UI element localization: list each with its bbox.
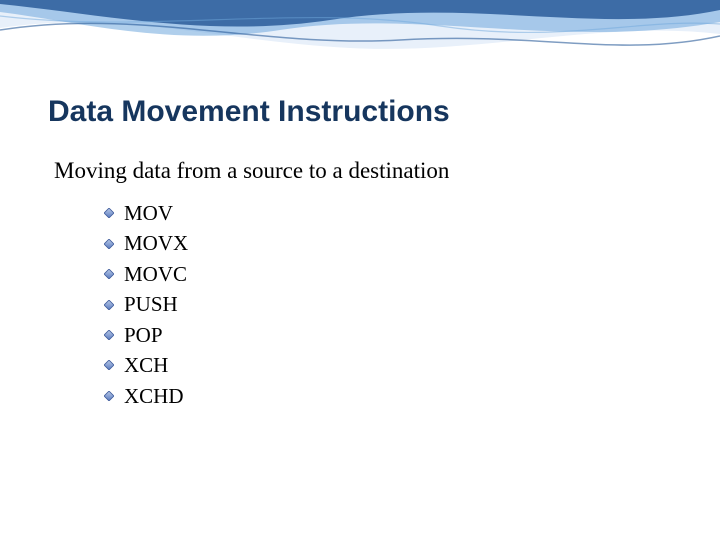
slide-content: Data Movement Instructions Moving data f… — [48, 95, 680, 411]
diamond-bullet-icon — [104, 360, 114, 370]
diamond-bullet-icon — [104, 208, 114, 218]
wave-svg — [0, 0, 720, 90]
list-item-label: XCHD — [124, 381, 184, 411]
list-item: XCHD — [104, 381, 680, 411]
list-item-label: MOVX — [124, 228, 188, 258]
diamond-bullet-icon — [104, 330, 114, 340]
slide-title: Data Movement Instructions — [48, 95, 680, 128]
list-item: MOV — [104, 198, 680, 228]
list-item-label: XCH — [124, 350, 168, 380]
list-item-label: PUSH — [124, 289, 178, 319]
diamond-bullet-icon — [104, 391, 114, 401]
list-item: PUSH — [104, 289, 680, 319]
header-wave — [0, 0, 720, 90]
diamond-bullet-icon — [104, 269, 114, 279]
list-item: XCH — [104, 350, 680, 380]
diamond-bullet-icon — [104, 239, 114, 249]
list-item: POP — [104, 320, 680, 350]
list-item-label: MOVC — [124, 259, 187, 289]
list-item-label: MOV — [124, 198, 173, 228]
instruction-list: MOVMOVXMOVCPUSHPOPXCHXCHD — [104, 198, 680, 411]
list-item-label: POP — [124, 320, 163, 350]
list-item: MOVC — [104, 259, 680, 289]
slide-subtitle: Moving data from a source to a destinati… — [54, 158, 680, 184]
diamond-bullet-icon — [104, 300, 114, 310]
list-item: MOVX — [104, 228, 680, 258]
